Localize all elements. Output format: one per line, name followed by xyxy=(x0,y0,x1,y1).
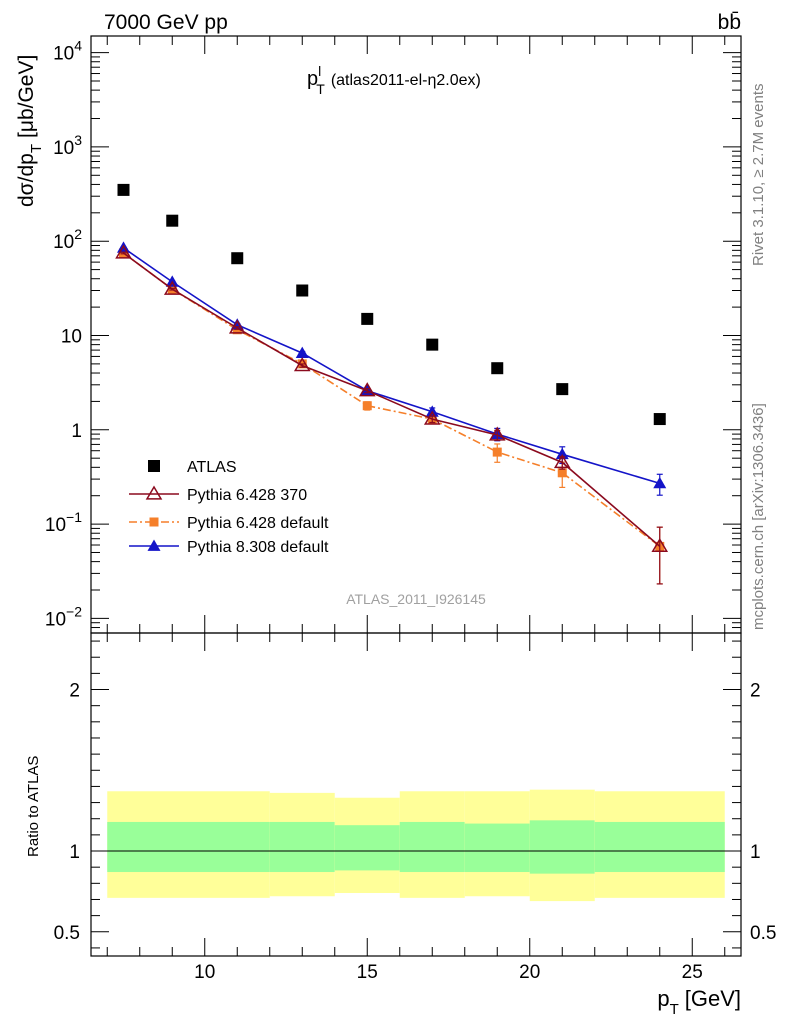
data-point-py6-370 xyxy=(115,244,132,259)
data-point-py6-370 xyxy=(423,410,441,425)
x-tick-label: 20 xyxy=(519,962,540,983)
data-point-py6-370 xyxy=(293,357,311,372)
y-tick-label: 103 xyxy=(53,132,82,159)
mcplots-label: mcplots.cern.ch [arXiv:1306.3436] xyxy=(750,403,767,630)
data-point-py6-default xyxy=(557,468,567,478)
legend: ATLAS Pythia 6.428 370 Pythia 6.428 defaul… xyxy=(129,459,329,556)
legend-label: Pythia 6.428 default xyxy=(187,515,329,532)
data-point-py8 xyxy=(295,346,309,359)
main-y-axis-label: dσ/dpT[μb/GeV] xyxy=(15,55,45,207)
stat-uncertainty-band xyxy=(399,821,465,873)
main-series xyxy=(115,183,669,585)
data-point-py6-370 xyxy=(651,537,669,553)
ratio-y-axis-label: Ratio to ATLAS xyxy=(25,756,42,857)
series-line xyxy=(123,247,661,485)
data-point-py6-370 xyxy=(358,382,376,397)
data-point-atlas xyxy=(117,183,130,196)
data-point-py6-370 xyxy=(488,426,506,441)
data-point-py8 xyxy=(555,447,569,460)
data-point-atlas xyxy=(231,252,244,265)
y-tick-label: 104 xyxy=(53,38,82,65)
series-2 xyxy=(119,248,665,585)
ratio-axis-ticks: 10 15 20 25 0.5 0.5 1 1 2 2 xyxy=(54,633,776,983)
series-0 xyxy=(117,183,666,426)
stat-uncertainty-band xyxy=(107,821,270,873)
ratio-y-tick-label-right: 1 xyxy=(750,842,761,863)
series-line xyxy=(123,252,661,548)
data-point-py6-370 xyxy=(163,280,181,295)
data-point-atlas xyxy=(296,284,309,297)
y-tick-label: 10−1 xyxy=(45,509,82,536)
y-tick-label: 102 xyxy=(53,226,82,253)
data-point-atlas xyxy=(148,460,160,472)
process-label: bb̄ xyxy=(718,11,741,34)
ratio-panel: 10 15 20 25 0.5 0.5 1 1 2 2 Ratio to ATLAS pT [GeV… xyxy=(25,632,776,1018)
ratio-bands xyxy=(107,789,725,902)
data-point-py6-default xyxy=(362,401,372,411)
series-3 xyxy=(117,241,667,496)
ratio-y-tick-label: 0.5 xyxy=(54,923,80,944)
ratio-frame xyxy=(90,632,742,957)
data-point-py6-default xyxy=(149,517,159,527)
data-point-atlas xyxy=(556,383,569,396)
data-point-py6-370 xyxy=(228,319,246,334)
x-tick-label: 25 xyxy=(682,962,703,983)
x-axis-label: pT [GeV] xyxy=(657,986,741,1018)
data-point-py8 xyxy=(147,539,161,551)
data-point-py6-default xyxy=(492,447,502,457)
y-tick-label: 10−2 xyxy=(45,603,82,630)
legend-label: Pythia 8.308 default xyxy=(187,539,329,556)
stat-uncertainty-band xyxy=(334,825,400,871)
data-point-atlas xyxy=(166,214,179,227)
stat-uncertainty-band xyxy=(464,823,530,873)
x-tick-label: 10 xyxy=(194,962,215,983)
analysis-watermark: ATLAS_2011_I926145 xyxy=(346,591,486,607)
x-tick-label: 15 xyxy=(357,962,378,983)
data-point-py8 xyxy=(653,476,667,489)
ratio-y-tick-label-right: 0.5 xyxy=(750,923,776,944)
y-tick-label: 1 xyxy=(71,421,82,442)
series-1 xyxy=(115,244,669,585)
data-point-atlas xyxy=(653,413,666,426)
beam-label: 7000 GeV pp xyxy=(104,11,228,34)
legend-label: ATLAS xyxy=(187,459,237,476)
ratio-y-tick-label-right: 2 xyxy=(750,681,761,702)
data-point-py6-370 xyxy=(553,454,571,469)
data-point-py6-370 xyxy=(145,485,163,500)
legend-label: Pythia 6.428 370 xyxy=(187,487,307,504)
data-point-atlas xyxy=(426,338,439,351)
stat-uncertainty-band xyxy=(269,821,335,873)
data-point-atlas xyxy=(491,362,504,375)
plot-title: pl T (atlas2011-el-η2.0ex) xyxy=(307,63,481,97)
ratio-y-tick-label: 2 xyxy=(69,681,80,702)
ratio-y-tick-label: 1 xyxy=(69,842,80,863)
stat-uncertainty-band xyxy=(529,820,595,874)
y-tick-label: 10 xyxy=(61,326,82,347)
rivet-label: Rivet 3.1.10, ≥ 2.7M events xyxy=(750,84,767,267)
data-point-atlas xyxy=(361,312,374,325)
stat-uncertainty-band xyxy=(594,821,725,873)
